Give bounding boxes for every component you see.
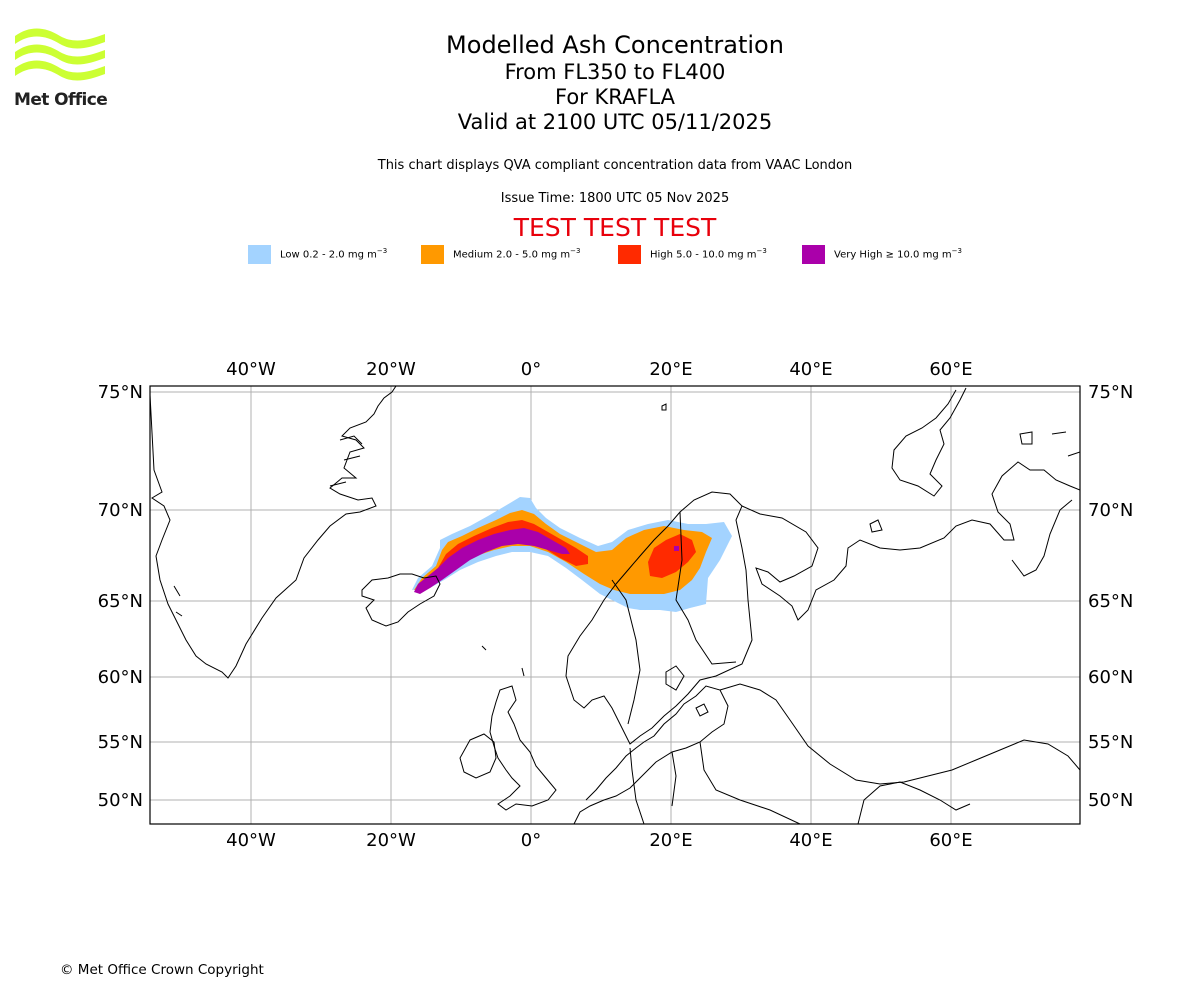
border-norway-sweden — [611, 579, 641, 725]
coast-baltic-russia — [719, 683, 1080, 785]
coast-svalbard — [661, 403, 667, 411]
lon-label-top-20e: 20°E — [649, 359, 692, 380]
legend-item-medium: Medium 2.0 - 5.0 mg m−3 — [421, 243, 580, 265]
lat-label-left-65n: 65°N — [98, 591, 143, 612]
lon-label-top-60e: 60°E — [929, 359, 972, 380]
legend-swatch-very-high — [802, 244, 825, 264]
legend-label-medium: Medium 2.0 - 5.0 mg m−3 — [453, 247, 581, 261]
coast-baltic-islands — [665, 665, 709, 717]
legend-swatch-medium — [421, 244, 444, 264]
legend-label-low: Low 0.2 - 2.0 mg m−3 — [280, 247, 388, 261]
ash-very-high-spot — [674, 546, 679, 551]
lat-label-right-65n: 65°N — [1088, 591, 1133, 612]
issue-time: Issue Time: 1800 UTC 05 Nov 2025 — [500, 191, 730, 206]
chart-title: Modelled Ash Concentration — [446, 31, 784, 59]
lat-label-right-70n: 70°N — [1088, 500, 1133, 521]
lon-labels-top: 40°W 20°W 0° 20°E 40°E 60°E — [226, 359, 972, 380]
lat-label-right-60n: 60°N — [1088, 667, 1133, 688]
logo-text: Met Office — [14, 90, 108, 110]
lon-label-bottom-40w: 40°W — [226, 830, 276, 851]
lon-label-bottom-0: 0° — [521, 830, 541, 851]
coast-caspian — [857, 781, 971, 824]
lon-label-top-40e: 40°E — [789, 359, 832, 380]
coast-iceland — [361, 573, 441, 627]
coastlines — [150, 386, 1080, 824]
lat-label-left-75n: 75°N — [98, 382, 143, 403]
lon-label-bottom-20w: 20°W — [366, 830, 416, 851]
coast-continent — [573, 685, 729, 824]
lon-label-top-0: 0° — [521, 359, 541, 380]
legend-label-high: High 5.0 - 10.0 mg m−3 — [650, 247, 767, 261]
coast-greenland — [150, 386, 397, 679]
coast-kolguyev — [869, 519, 883, 533]
legend-swatch-low — [248, 244, 271, 264]
coast-faroe-shetland — [481, 645, 525, 677]
lon-label-bottom-40e: 40°E — [789, 830, 832, 851]
chart-description: This chart displays QVA compliant concen… — [377, 158, 853, 173]
border-sweden-finland — [675, 511, 737, 665]
flight-levels: From FL350 to FL400 — [504, 60, 726, 84]
legend-item-high: High 5.0 - 10.0 mg m−3 — [618, 243, 767, 265]
map-frame — [149, 385, 1081, 825]
legend-swatch-high — [618, 244, 641, 264]
coast-kola — [741, 461, 1080, 621]
lat-label-left-55n: 55°N — [98, 732, 143, 753]
ash-high-east — [648, 534, 696, 578]
coast-islands-east — [1019, 431, 1080, 457]
coast-greenland-islands — [173, 585, 183, 617]
borders-continent — [629, 741, 801, 824]
ash-very-high — [414, 528, 570, 594]
coast-ireland — [459, 733, 497, 779]
lon-label-top-40w: 40°W — [226, 359, 276, 380]
lon-labels-bottom: 40°W 20°W 0° 20°E 40°E 60°E — [226, 830, 972, 851]
coast-novaya-zemlya — [891, 387, 967, 497]
lat-label-left-50n: 50°N — [98, 790, 143, 811]
lat-labels-right: 75°N 70°N 65°N 60°N 55°N 50°N — [1088, 382, 1133, 811]
lon-label-top-20w: 20°W — [366, 359, 416, 380]
legend-label-very-high: Very High ≥ 10.0 mg m−3 — [834, 247, 962, 261]
lon-label-bottom-20e: 20°E — [649, 830, 692, 851]
legend-item-very-high: Very High ≥ 10.0 mg m−3 — [802, 243, 962, 265]
met-office-logo: Met Office — [14, 28, 108, 112]
test-banner: TEST TEST TEST — [513, 213, 717, 242]
lat-label-left-70n: 70°N — [98, 500, 143, 521]
coast-yamal — [1011, 499, 1073, 577]
lon-label-bottom-60e: 60°E — [929, 830, 972, 851]
volcano-name: For KRAFLA — [555, 85, 675, 109]
chart-titles: Modelled Ash Concentration From FL350 to… — [0, 30, 1200, 135]
lat-label-right-75n: 75°N — [1088, 382, 1133, 403]
valid-time: Valid at 2100 UTC 05/11/2025 — [457, 110, 773, 134]
ash-map: 40°W 20°W 0° 20°E 40°E 60°E 40°W 20°W 0°… — [98, 359, 1134, 851]
coast-greenland-fjords — [329, 435, 363, 487]
lat-label-right-55n: 55°N — [1088, 732, 1133, 753]
copyright: © Met Office Crown Copyright — [60, 962, 264, 978]
lat-label-left-60n: 60°N — [98, 667, 143, 688]
lat-labels-left: 75°N 70°N 65°N 60°N 55°N 50°N — [98, 382, 143, 811]
map-area — [150, 386, 1080, 824]
met-office-waves-icon — [15, 28, 105, 81]
legend-item-low: Low 0.2 - 2.0 mg m−3 — [248, 243, 387, 265]
lat-label-right-50n: 50°N — [1088, 790, 1133, 811]
coast-scandinavia — [565, 491, 753, 745]
legend: Low 0.2 - 2.0 mg m−3 Medium 2.0 - 5.0 mg… — [0, 243, 1200, 265]
